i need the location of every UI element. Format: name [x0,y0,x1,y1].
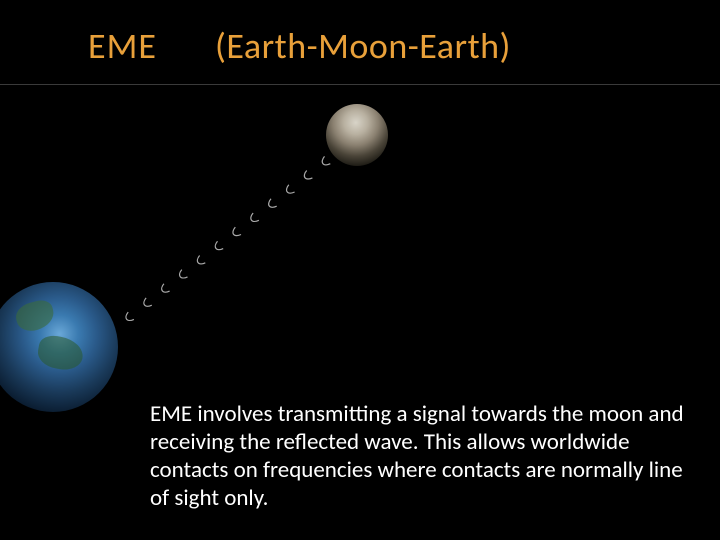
moon-icon [326,104,388,166]
description-paragraph: EME involves transmitting a signal towar… [150,400,690,512]
title-expansion: (Earth-Moon-Earth) [215,24,511,68]
title-abbreviation: EME [88,24,157,68]
eme-diagram [0,90,720,430]
earth-icon [0,282,118,412]
slide-header: EME (Earth-Moon-Earth) [0,0,720,85]
